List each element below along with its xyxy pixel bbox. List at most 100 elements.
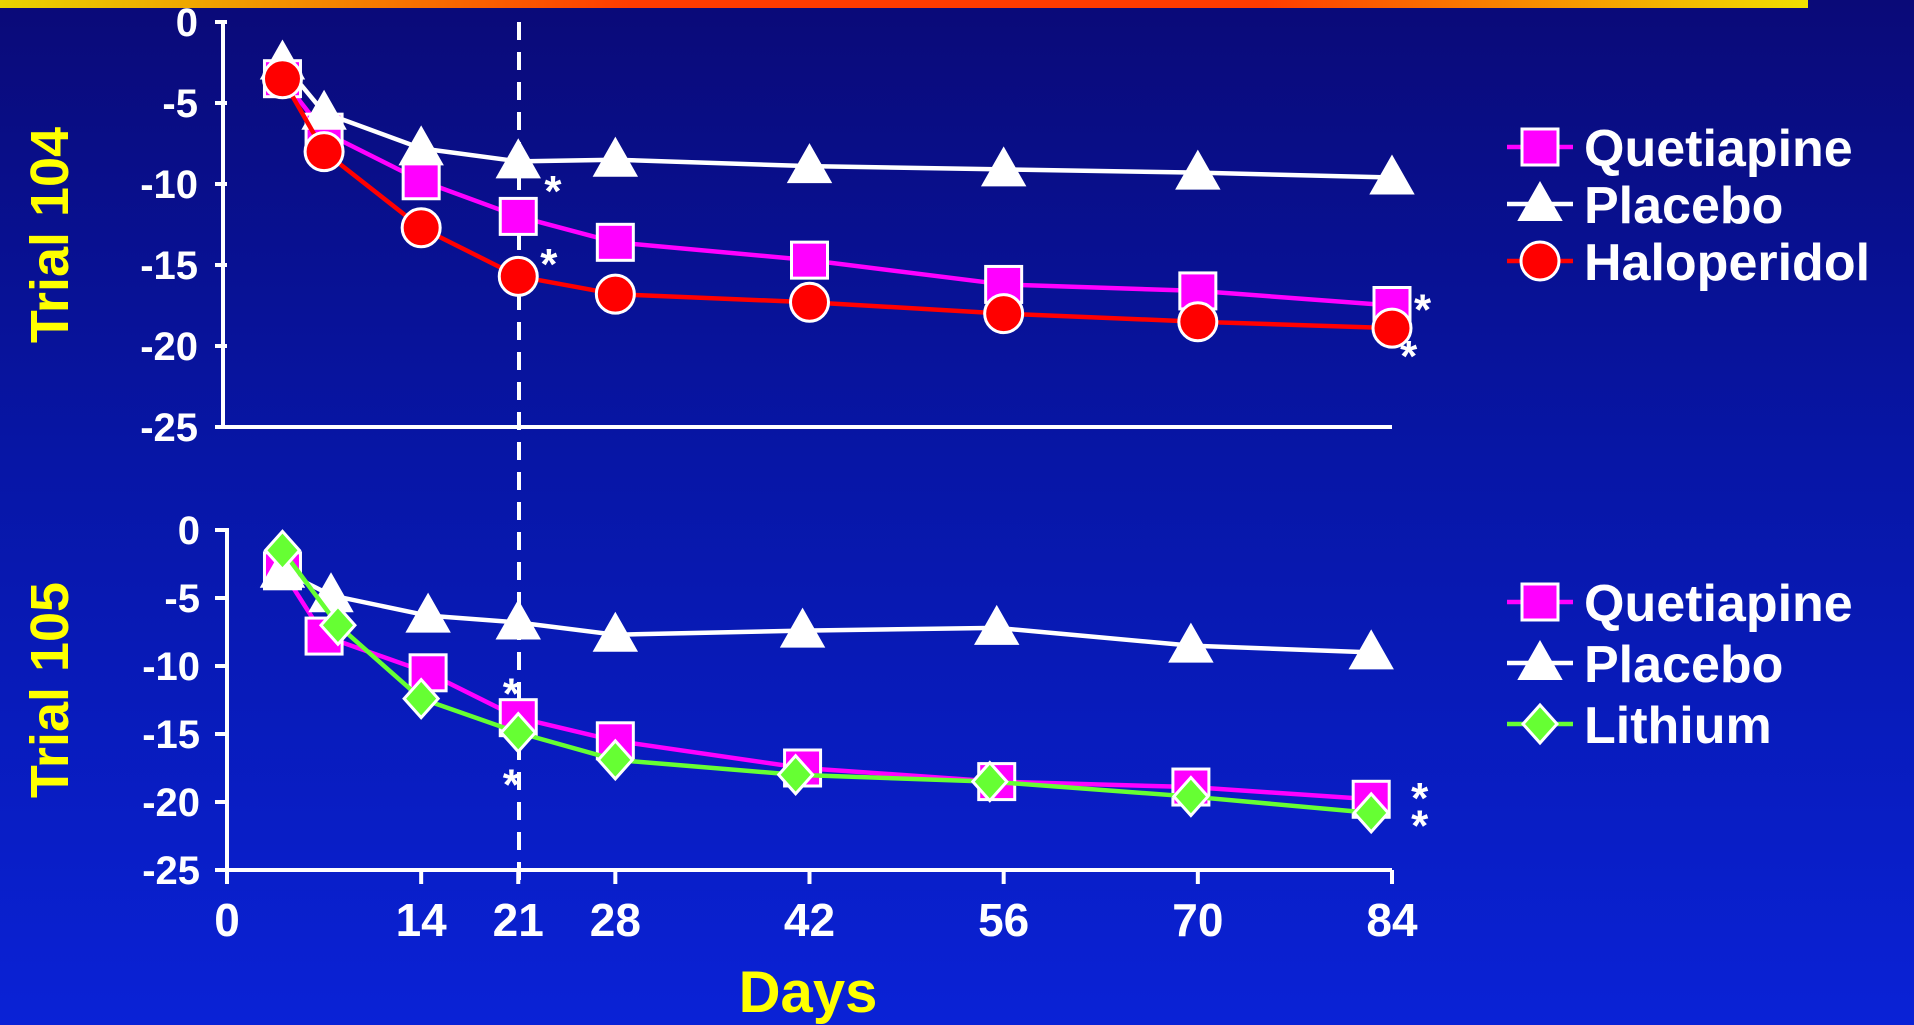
legend-marker-circle [1519,240,1561,282]
significance-marker: * [1414,285,1432,334]
x-tick-labels: 0 14 21 28 42 56 70 84 [214,870,1418,946]
series-lithium [263,529,1391,835]
data-point-quetiapine [595,222,635,262]
data-point-lithium [1171,775,1210,818]
data-point-lithium [596,738,635,782]
legend-label: Placebo [1584,177,1783,235]
y-tick-labels: 0 -5 -10 -15 -20 -25 [142,509,227,893]
data-point-lithium [402,677,441,720]
y-axis-label: Trial 104 [20,127,80,343]
legend-marker-diamond [1520,702,1560,746]
data-point-placebo [405,592,451,633]
series-layer [259,529,1394,835]
data-point-placebo [495,599,541,640]
data-point-placebo [495,138,541,179]
significance-marker: * [544,167,562,216]
data-point-haloperidol [1371,307,1413,349]
data-point-lithium [318,603,357,647]
data-point-placebo [779,607,826,648]
y-tick-label: 0 [178,509,200,553]
data-point-haloperidol [594,273,636,315]
y-tick-label: -25 [140,406,198,450]
data-point-placebo [1175,149,1221,190]
panel-trial-105: 0-5-10-15-20-25 0 14 21 28 42 56 70 84 ** ** Tri… [20,509,1429,1025]
data-point-placebo [1348,629,1394,670]
data-point-lithium [970,760,1009,803]
legend-label: Placebo [1584,636,1783,694]
data-point-haloperidol [983,293,1025,335]
significance-marker: * [540,240,558,289]
series-line-quetiapine [280,77,1393,308]
significance-marker: * [1411,774,1429,823]
legend-item-placebo: Placebo [1507,636,1783,694]
x-tick-label: 56 [978,894,1029,946]
data-point-placebo [301,89,347,130]
data-point-quetiapine [401,161,441,201]
x-tick-label: 28 [590,894,641,946]
data-point-haloperidol [261,58,303,100]
significance-marker: * [503,761,521,810]
x-tick-label: 14 [396,894,448,946]
data-point-haloperidol [303,131,345,173]
legend-item-placebo: Placebo [1507,177,1783,235]
y-tick-label: 0 [176,1,198,45]
data-point-placebo [974,604,1020,645]
data-point-placebo [592,136,639,177]
legend-item-quetiapine: Quetiapine [1507,575,1853,633]
x-tick-label: 84 [1366,894,1418,946]
data-point-lithium [499,711,538,754]
top-accent-bar [0,0,1808,8]
y-tick-label: -5 [162,82,198,126]
legend-marker-square [1520,582,1560,622]
x-tick-label: 42 [784,894,835,946]
y-tick-label: -25 [142,849,200,893]
annotations-layer: **** [540,167,1432,381]
y-tick-label: -20 [142,781,200,825]
y-tick-labels: 0 -5 -10 -15 -20 -25 [140,1,227,450]
series-line-placebo [280,61,1393,180]
y-tick-label: -15 [142,713,200,757]
data-point-quetiapine [790,240,829,280]
legend-label: Quetiapine [1584,120,1853,178]
data-point-haloperidol [789,281,830,323]
data-point-lithium [1352,791,1391,835]
series-quetiapine [262,59,1412,325]
y-tick-label: -20 [140,325,198,369]
legend-label: Lithium [1584,697,1772,755]
legend-item-haloperidol: Haloperidol [1507,234,1870,292]
data-point-placebo [980,146,1027,187]
legend-label: Haloperidol [1584,234,1870,292]
data-point-placebo [1168,622,1214,663]
x-tick-label: 0 [214,894,240,946]
data-point-placebo [398,125,444,166]
y-axis-label: Trial 105 [20,582,80,798]
y-tick-label: -10 [140,163,198,207]
legend-label: Quetiapine [1584,575,1853,633]
annotations-layer: **** [503,669,1429,850]
series-layer [259,39,1415,349]
data-point-haloperidol [1177,301,1219,343]
legend-marker-triangle [1517,639,1563,680]
x-tick-label: 70 [1172,894,1223,946]
data-point-haloperidol [497,255,539,297]
data-point-haloperidol [400,207,442,249]
data-point-placebo [1369,154,1415,195]
legend-marker-square [1520,127,1560,167]
x-axis-label: Days [739,960,878,1025]
y-tick-label: -10 [142,645,200,689]
x-tick-label: 21 [493,894,544,946]
data-point-lithium [263,529,302,572]
legend-item-quetiapine: Quetiapine [1507,120,1853,178]
series-haloperidol [261,58,1413,349]
significance-marker: * [503,669,521,718]
legend-item-lithium: Lithium [1507,697,1772,755]
series-placebo [259,39,1415,195]
significance-marker: * [1400,332,1418,381]
data-point-placebo [592,611,639,652]
data-point-placebo [786,143,833,184]
series-placebo [259,547,1394,670]
